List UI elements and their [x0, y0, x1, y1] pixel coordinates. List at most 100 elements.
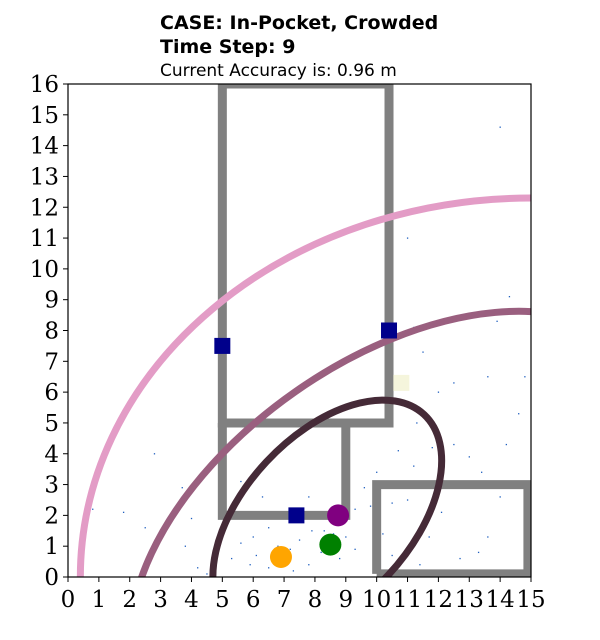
y-tick-label: 14 [30, 134, 59, 160]
particle [339, 557, 341, 560]
particle [181, 487, 183, 489]
y-tick-label: 10 [30, 257, 59, 283]
x-tick-label: 15 [516, 587, 545, 613]
particle [298, 539, 301, 541]
x-tick-label: 5 [215, 587, 230, 613]
anchor-marker [288, 507, 305, 524]
y-tick-label: 3 [44, 473, 59, 499]
particle [468, 456, 470, 458]
y-tick-label: 15 [30, 103, 59, 129]
x-tick-label: 14 [485, 587, 514, 613]
particle [406, 237, 409, 239]
y-tick-label: 4 [44, 442, 59, 468]
x-tick-label: 13 [455, 587, 484, 613]
y-tick-label: 7 [44, 349, 59, 375]
particle [197, 567, 199, 569]
y-tick-label: 8 [44, 319, 59, 345]
wall-right-box [372, 480, 531, 577]
particle [499, 496, 501, 498]
particle [496, 320, 498, 322]
x-tick-label: 12 [424, 587, 453, 613]
x-tick-label: 4 [184, 587, 199, 613]
y-tick-label: 11 [30, 226, 59, 252]
particle [249, 564, 251, 566]
anchor-marker [381, 322, 398, 339]
particle [332, 533, 335, 535]
particle [369, 505, 372, 507]
particle [354, 548, 356, 550]
particle [345, 536, 347, 538]
anchor-marker [214, 337, 231, 354]
y-tick-label: 9 [44, 288, 59, 314]
particle [363, 487, 366, 489]
particle [92, 508, 94, 510]
particle [431, 446, 433, 449]
particle [477, 551, 480, 554]
wall-upper-room [217, 84, 394, 428]
y-tick-label: 2 [44, 503, 59, 529]
particle [413, 465, 415, 467]
y-tick-label: 0 [44, 565, 59, 591]
particle [153, 453, 156, 455]
particle [354, 508, 356, 510]
particle [289, 548, 291, 550]
particle [499, 126, 501, 128]
particle [252, 536, 254, 538]
particle [190, 517, 193, 520]
particle [397, 450, 399, 452]
particle [261, 496, 264, 498]
x-tick-label: 1 [92, 587, 107, 613]
ellipse-inner [209, 396, 446, 577]
particle [518, 413, 520, 415]
chart-title-time-step: Time Step: 9 [160, 36, 296, 58]
particle [524, 376, 526, 378]
x-tick-label: 9 [338, 587, 353, 613]
particle [453, 382, 455, 384]
particle [419, 564, 421, 566]
particle [230, 557, 233, 560]
y-tick-label: 16 [30, 72, 59, 98]
particle [268, 527, 270, 529]
y-tick-label: 5 [44, 411, 59, 437]
particle [308, 564, 310, 566]
particle [428, 536, 430, 538]
x-tick-label: 7 [277, 587, 292, 613]
particle [440, 511, 443, 513]
particle [422, 351, 424, 353]
particle [481, 471, 483, 473]
particle [505, 443, 508, 446]
truth-point [319, 533, 342, 556]
particle [277, 545, 279, 547]
particle [292, 570, 295, 572]
particle [320, 551, 322, 554]
particle [268, 567, 270, 569]
particle [255, 554, 257, 557]
particle [308, 496, 310, 498]
ellipse-middle [127, 307, 531, 577]
particle [487, 536, 489, 538]
particle [453, 443, 455, 446]
particle [437, 391, 440, 393]
particle [184, 545, 186, 547]
x-tick-label: 2 [122, 587, 137, 613]
particle [382, 533, 384, 535]
x-tick-label: 3 [153, 587, 168, 613]
pale-marker [393, 374, 410, 391]
particle [206, 573, 208, 575]
particle [122, 511, 125, 513]
previous-point [269, 545, 292, 568]
particle [144, 527, 146, 529]
particle [391, 502, 393, 504]
x-tick-label: 0 [61, 587, 76, 613]
chart-title-accuracy: Current Accuracy is: 0.96 m [160, 61, 397, 81]
y-tick-label: 12 [30, 195, 59, 221]
estimate-point [327, 504, 350, 527]
x-tick-label: 8 [308, 587, 323, 613]
particle [416, 422, 418, 424]
particle [459, 557, 461, 560]
particle [240, 480, 242, 483]
y-tick-label: 13 [30, 164, 59, 190]
x-tick-label: 11 [393, 587, 422, 613]
y-tick-label: 1 [44, 534, 59, 560]
